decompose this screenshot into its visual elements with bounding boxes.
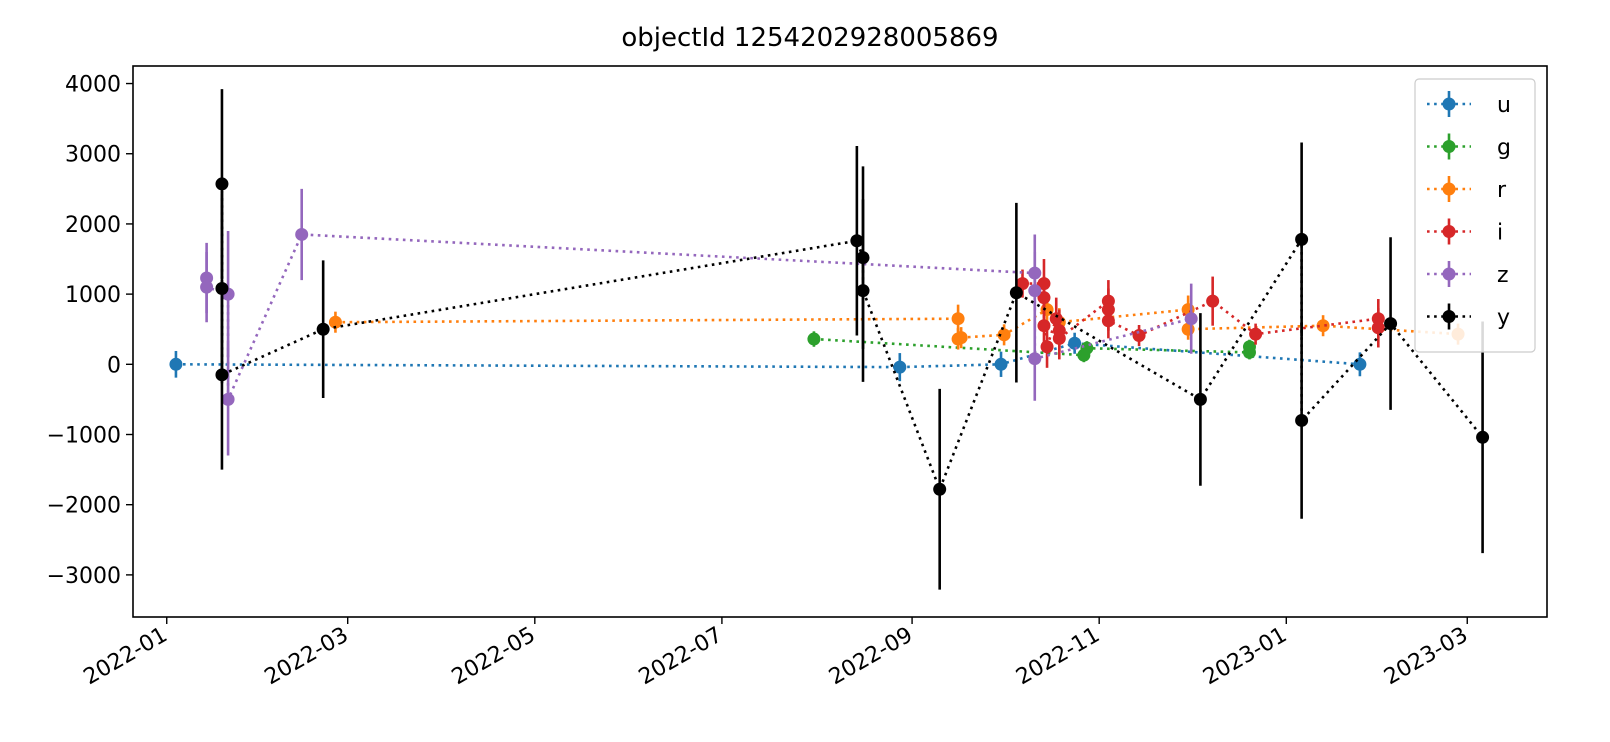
data-point-z (295, 227, 309, 241)
data-point-z (200, 271, 214, 285)
series-z (200, 188, 1198, 456)
data-point-u (1068, 336, 1082, 350)
data-point-i (1132, 329, 1146, 343)
series-i (1016, 259, 1385, 368)
legend-item-r: r (1427, 176, 1507, 203)
data-point-z (1184, 312, 1198, 326)
data-point-y (850, 234, 864, 248)
data-point-y (856, 251, 870, 265)
legend-marker (1442, 97, 1456, 111)
data-point-y (215, 177, 229, 191)
data-point-i (1016, 277, 1030, 291)
data-point-i (1371, 312, 1385, 326)
data-point-z (1028, 352, 1042, 366)
data-point-g (1080, 341, 1094, 355)
data-point-r (1316, 319, 1330, 333)
data-point-y (1295, 232, 1309, 246)
data-point-g (807, 332, 821, 346)
legend-label: g (1497, 136, 1511, 161)
data-point-u (1353, 357, 1367, 371)
data-point-i (1052, 331, 1066, 345)
y-tick-label: 3000 (65, 143, 121, 168)
y-tick-label: 2000 (65, 213, 121, 238)
legend-item-u: u (1427, 91, 1511, 118)
data-point-i (1037, 291, 1051, 305)
data-point-y (1476, 430, 1490, 444)
data-point-r (954, 331, 968, 345)
data-point-y (1295, 413, 1309, 427)
data-point-i (1037, 277, 1051, 291)
data-point-r (951, 312, 965, 326)
legend-label: i (1497, 221, 1503, 246)
data-point-i (1049, 312, 1063, 326)
data-point-y (215, 368, 229, 382)
data-point-y (1009, 286, 1023, 300)
data-point-u (169, 357, 183, 371)
data-point-i (1101, 314, 1115, 328)
legend-marker (1442, 310, 1456, 323)
legend-marker (1442, 182, 1456, 196)
legend-label: r (1497, 178, 1507, 203)
y-tick-label: 4000 (65, 73, 121, 98)
data-point-y (933, 482, 947, 496)
data-point-z (200, 280, 214, 294)
data-point-i (1371, 321, 1385, 335)
data-point-i (1249, 327, 1263, 341)
series-line-i (1022, 282, 1380, 348)
data-point-z (1028, 266, 1042, 280)
data-point-y (1384, 317, 1398, 331)
plot-frame (132, 65, 1548, 618)
data-point-z (221, 392, 235, 406)
legend-marker (1442, 267, 1456, 281)
data-point-r (328, 315, 342, 329)
y-tick-label: −3000 (47, 564, 121, 589)
data-point-r (1040, 303, 1054, 317)
legend-marker (1442, 225, 1456, 238)
legend-item-y: y (1427, 303, 1510, 331)
data-point-z (1028, 284, 1042, 298)
chart-title: objectId 1254202928005869 (621, 23, 998, 53)
data-point-y (316, 322, 330, 336)
legend-item-z: z (1427, 261, 1509, 288)
data-point-i (1206, 294, 1220, 308)
legend-box (1414, 78, 1536, 353)
legend-item-i: i (1427, 218, 1503, 246)
data-point-i (1101, 303, 1115, 317)
data-point-r (997, 328, 1011, 342)
data-point-g (1242, 340, 1256, 354)
data-point-u (893, 360, 907, 374)
legend-label: z (1497, 263, 1509, 288)
series-y (215, 89, 1490, 590)
data-point-i (1040, 340, 1054, 354)
data-point-y (1193, 392, 1207, 406)
y-tick-label: −2000 (47, 494, 121, 519)
legend-label: y (1497, 306, 1510, 331)
y-tick-label: 1000 (65, 283, 121, 308)
legend-marker (1442, 140, 1456, 153)
plot-area (169, 89, 1490, 590)
data-point-y (856, 284, 870, 298)
legend-item-g: g (1427, 133, 1511, 161)
series-line-z (205, 233, 1192, 400)
y-tick-label: 0 (107, 353, 121, 378)
y-tick-label: −1000 (47, 424, 121, 449)
legend-label: u (1497, 93, 1511, 118)
data-point-u (994, 357, 1008, 371)
data-point-i (1037, 319, 1051, 333)
data-point-y (215, 282, 229, 296)
